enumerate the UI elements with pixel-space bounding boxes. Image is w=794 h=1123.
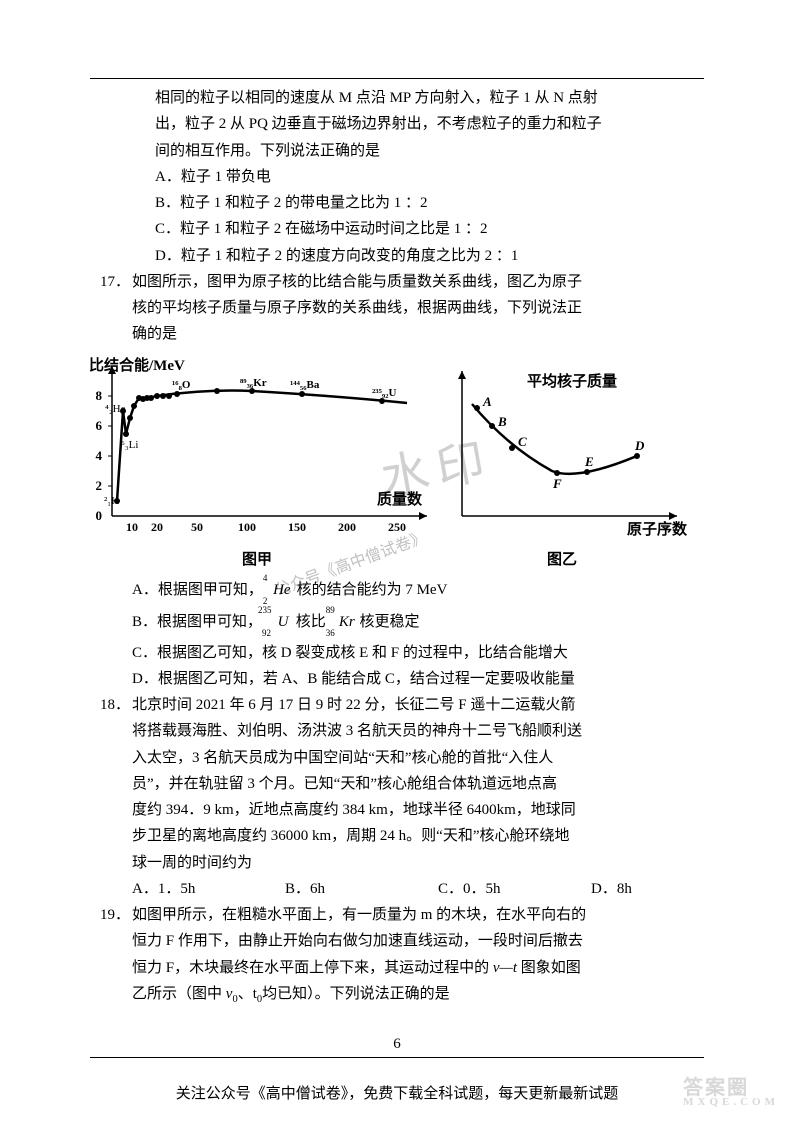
q18: 18． 北京时间 2021 年 6 月 17 日 9 时 22 分，长征二号 F…: [100, 692, 694, 902]
q17-optB-post: 核更稳定: [356, 614, 420, 630]
main-content: 相同的粒子以相同的速度从 M 点沿 MP 方向射入，粒子 1 从 N 点射 出，…: [100, 85, 694, 1009]
q19: 19． 如图甲所示，在粗糙水平面上，有一质量为 m 的木块，在水平向右的 恒力 …: [100, 902, 694, 1009]
q17-l1: 如图所示，图甲为原子核的比结合能与质量数关系曲线，图乙为原子: [132, 269, 707, 295]
svg-text:10: 10: [126, 520, 138, 534]
q19-l4-mid: 、t: [238, 986, 257, 1002]
q19-l1: 如图甲所示，在粗糙水平面上，有一质量为 m 的木块，在水平向右的: [132, 902, 694, 928]
chart-jia-caption: 图甲: [77, 547, 437, 573]
svg-text:²³⁵₉₂U: ²³⁵₉₂U: [372, 387, 396, 399]
page-number: 6: [393, 1036, 401, 1053]
svg-text:⁸⁹₃₆Kr: ⁸⁹₃₆Kr: [240, 377, 267, 389]
bottom-wm-bot: MXQE.COM: [683, 1096, 779, 1108]
svg-text:B: B: [497, 414, 507, 429]
q19-l4-pre: 乙所示（图中: [132, 986, 226, 1002]
bottom-watermark: 答案圈 MXQE.COM: [683, 1071, 779, 1108]
pre-optC: C．粒子 1 和粒子 2 在磁场中运动时间之比是 1 ：2: [155, 216, 694, 242]
svg-text:D: D: [634, 438, 645, 453]
q18-l7: 球一周的时间约为: [132, 850, 694, 876]
q19-l4-post: 均已知）。下列说法正确的是: [262, 986, 450, 1002]
q19-l2: 恒力 F 作用下，由静止开始向右做匀加速直线运动，一段时间后撤去: [132, 928, 694, 954]
chart-jia: 0 2 4 6 8 10 20 50 100 150: [77, 356, 437, 574]
q18-body: 北京时间 2021 年 6 月 17 日 9 时 22 分，长征二号 F 遥十二…: [132, 692, 694, 902]
q17-l3: 确的是: [132, 321, 707, 347]
q18-l4: 员”，并在轨驻留 3 个月。已知“天和”核心舱组合体轨道远地点高: [132, 771, 694, 797]
svg-text:200: 200: [338, 520, 356, 534]
pre-optD: D．粒子 1 和粒子 2 的速度方向改变的角度之比为 2 ：1: [155, 243, 694, 269]
svg-text:E: E: [584, 454, 594, 469]
svg-text:6: 6: [96, 418, 103, 433]
preamble-block: 相同的粒子以相同的速度从 M 点沿 MP 方向射入，粒子 1 从 N 点射 出，…: [155, 85, 694, 269]
q18-optC: C．0．5h: [438, 876, 541, 902]
svg-text:250: 250: [388, 520, 406, 534]
chart-yi: 平均核子质量 原子序数 A B C F E: [437, 356, 687, 574]
q17-optB-pre: B．根据图甲可知，: [132, 614, 262, 630]
pre-optA: A．粒子 1 带负电: [155, 164, 694, 190]
q18-optB: B．6h: [285, 876, 388, 902]
svg-text:平均核子质量: 平均核子质量: [527, 372, 617, 390]
q18-l5: 度约 394．9 km，近地点高度约 384 km，地球半径 6400km，地球…: [132, 797, 694, 823]
svg-text:¹⁶₈O: ¹⁶₈O: [172, 379, 191, 391]
svg-text:100: 100: [238, 520, 256, 534]
q17-optA-post: 核的结合能约为 7 MeV: [293, 582, 448, 598]
svg-text:20: 20: [151, 520, 163, 534]
pre-optB: B．粒子 1 和粒子 2 的带电量之比为 1 ：2: [155, 190, 694, 216]
svg-text:A: A: [482, 394, 492, 409]
footer-rule: [90, 1057, 704, 1058]
q19-l3-pre: 恒力 F，木块最终在水平面上停下来，其运动过程中的: [132, 960, 493, 976]
svg-text:质量数: 质量数: [377, 490, 423, 508]
q18-num: 18．: [100, 692, 132, 902]
chart-yi-caption: 图乙: [437, 547, 687, 573]
q17-optC: C．根据图乙可知，核 D 裂变成核 E 和 F 的过程中，比结合能增大: [132, 640, 707, 666]
preamble-l3: 间的相互作用。下列说法正确的是: [155, 138, 694, 164]
q19-l4: 乙所示（图中 v0、t0均已知）。下列说法正确的是: [132, 981, 694, 1009]
q17-optA: A．根据图甲可知，42He 核的结合能约为 7 MeV: [132, 577, 707, 603]
q19-l3: 恒力 F，木块最终在水平面上停下来，其运动过程中的 v—t 图象如图: [132, 955, 694, 981]
q17-body: 如图所示，图甲为原子核的比结合能与质量数关系曲线，图乙为原子 核的平均核子质量与…: [132, 269, 707, 692]
q18-optD: D．8h: [591, 876, 694, 902]
chart-yi-svg: 平均核子质量 原子序数 A B C F E: [437, 356, 687, 536]
svg-text:⁶₃Li: ⁶₃Li: [121, 439, 138, 451]
q19-body: 如图甲所示，在粗糙水平面上，有一质量为 m 的木块，在水平向右的 恒力 F 作用…: [132, 902, 694, 1009]
charts-row: 0 2 4 6 8 10 20 50 100 150: [77, 356, 707, 574]
svg-text:¹⁴⁴₅₆Ba: ¹⁴⁴₅₆Ba: [290, 379, 320, 391]
svg-text:8: 8: [96, 388, 103, 403]
svg-text:150: 150: [288, 520, 306, 534]
svg-text:原子序数: 原子序数: [627, 520, 687, 536]
q17: 17． 如图所示，图甲为原子核的比结合能与质量数关系曲线，图乙为原子 核的平均核…: [100, 269, 694, 692]
q19-vt: v—t: [493, 960, 517, 976]
svg-text:F: F: [552, 476, 562, 491]
svg-text:比结合能/MeV: 比结合能/MeV: [89, 356, 185, 374]
q17-optB-mid: 核比: [292, 614, 326, 630]
svg-text:C: C: [518, 434, 527, 449]
svg-text:⁴₂He: ⁴₂He: [105, 403, 126, 415]
q18-optA: A．1．5h: [132, 876, 235, 902]
q18-l1: 北京时间 2021 年 6 月 17 日 9 时 22 分，长征二号 F 遥十二…: [132, 692, 694, 718]
q19-num: 19．: [100, 902, 132, 1009]
preamble-l1: 相同的粒子以相同的速度从 M 点沿 MP 方向射入，粒子 1 从 N 点射: [155, 85, 694, 111]
q18-l3: 入太空，3 名航天员成为中国空间站“天和”核心舱的首批“入住人: [132, 745, 694, 771]
svg-text:²₁H: ²₁H: [104, 495, 119, 507]
q18-l6: 步卫星的离地高度约 36000 km，周期 24 h。则“天和”核心舱环绕地: [132, 823, 694, 849]
q17-optA-pre: A．根据图甲可知，: [132, 582, 263, 598]
preamble-l2: 出，粒子 2 从 PQ 边垂直于磁场边界射出，不考虑粒子的重力和粒子: [155, 111, 694, 137]
svg-text:2: 2: [96, 478, 103, 493]
svg-text:0: 0: [96, 508, 103, 523]
top-rule: [90, 78, 704, 79]
svg-text:50: 50: [191, 520, 203, 534]
q18-l2: 将搭载聂海胜、刘伯明、汤洪波 3 名航天员的神舟十二号飞船顺利送: [132, 718, 694, 744]
q17-optB: B．根据图甲可知，23592U 核比8936Kr 核更稳定: [132, 609, 707, 635]
q17-l2: 核的平均核子质量与原子序数的关系曲线，根据两曲线，下列说法正: [132, 295, 707, 321]
q19-l3-post: 图象如图: [517, 960, 581, 976]
q17-optD: D．根据图乙可知，若 A、B 能结合成 C，结合过程一定要吸收能量: [132, 666, 707, 692]
footer-text: 关注公众号《高中僧试卷》，免费下载全科试题，每天更新最新试题: [176, 1082, 619, 1103]
chart-jia-svg: 0 2 4 6 8 10 20 50 100 150: [77, 356, 437, 536]
q18-options: A．1．5h B．6h C．0．5h D．8h: [132, 876, 694, 902]
svg-text:4: 4: [96, 448, 103, 463]
